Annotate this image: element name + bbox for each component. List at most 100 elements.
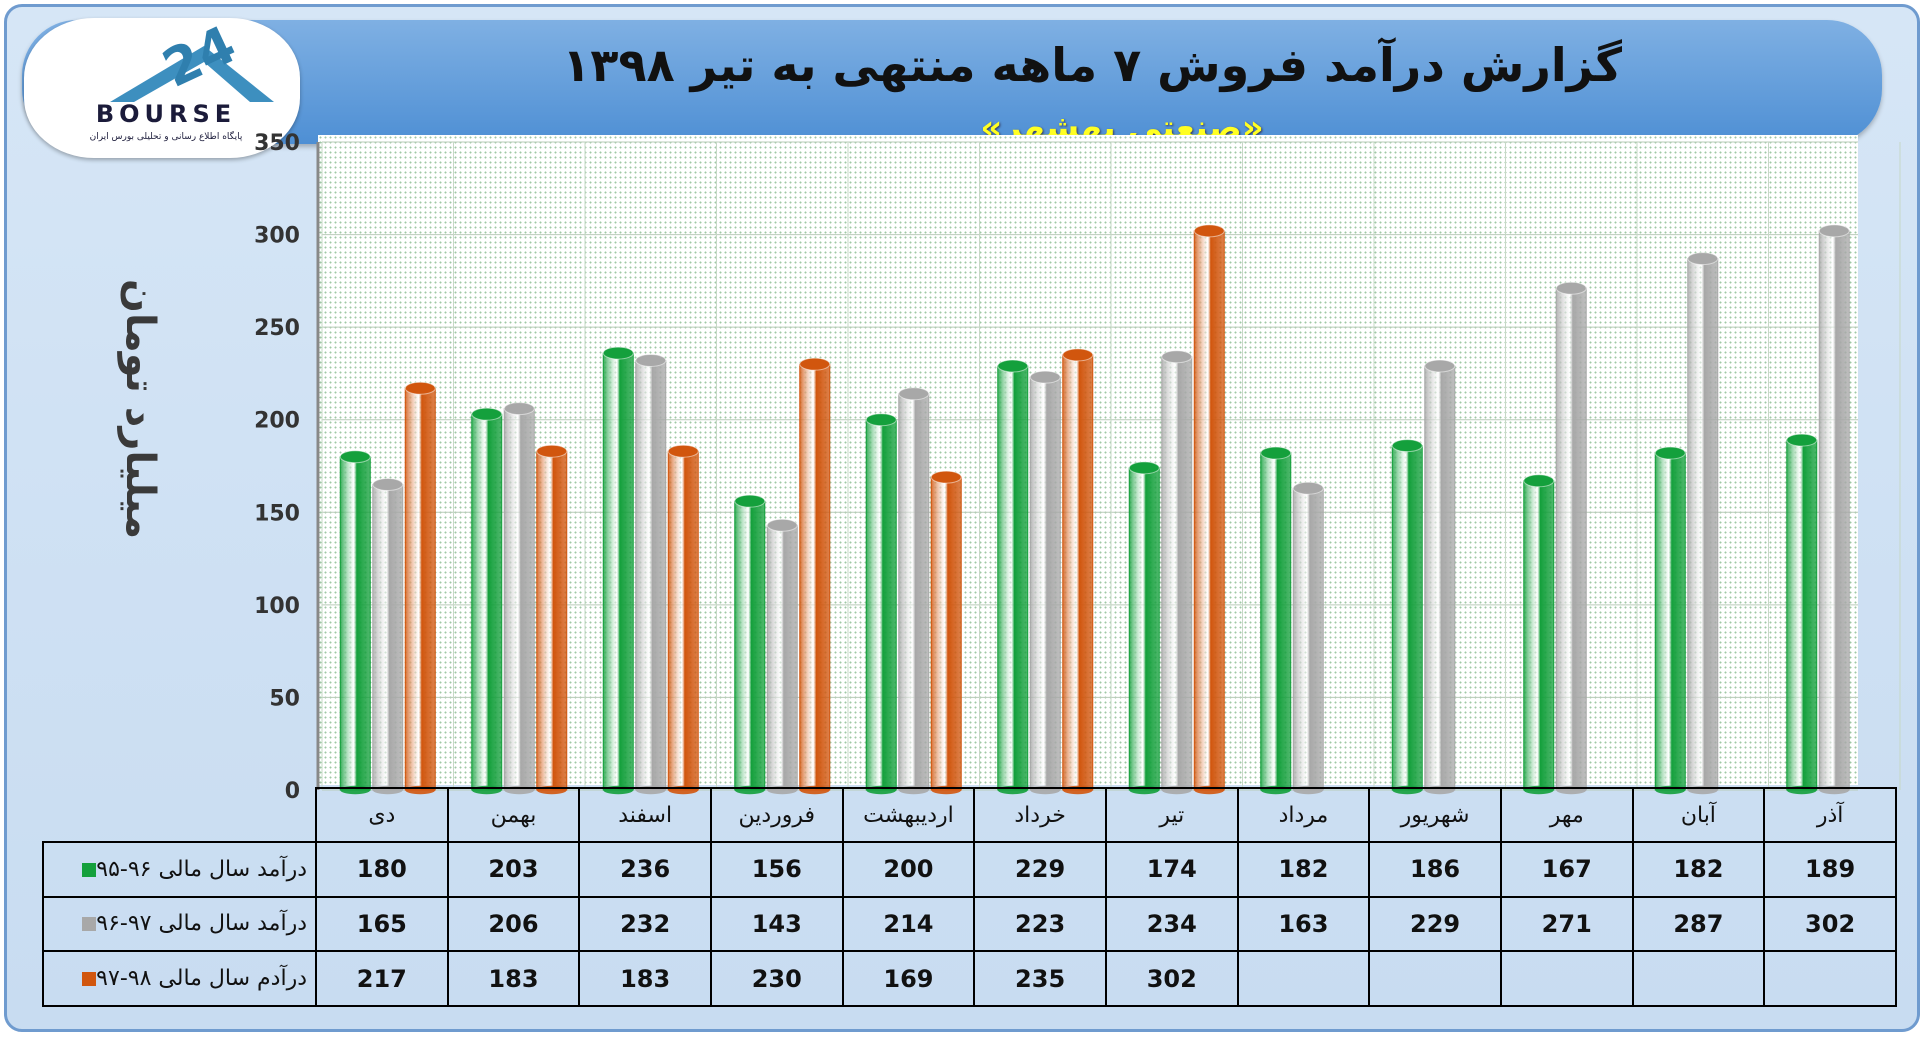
data-label: 186 <box>1368 841 1502 898</box>
data-label: 189 <box>1763 841 1897 898</box>
data-label: 206 <box>446 895 581 953</box>
data-label: 163 <box>1236 895 1371 953</box>
bar <box>667 444 699 795</box>
category-label: آبان <box>1631 787 1766 843</box>
y-tick-label: 150 <box>254 501 300 526</box>
data-label: 180 <box>315 841 449 898</box>
bar <box>1687 252 1719 795</box>
page-title: گزارش درآمد فروش ۷ ماهه منتهی به تیر ۱۳۹… <box>562 38 1622 92</box>
category-label: فروردین <box>709 787 844 843</box>
bar <box>602 346 634 795</box>
bar <box>1062 348 1094 795</box>
data-label <box>1368 950 1502 1007</box>
legend-entry: درآمد سال مالی ۹۶-۹۵ <box>42 841 317 898</box>
y-tick-label: 350 <box>254 131 300 156</box>
data-label: 235 <box>973 950 1107 1007</box>
bar <box>372 478 404 795</box>
category-label: مرداد <box>1236 787 1371 843</box>
bar <box>997 359 1029 795</box>
category-label: خرداد <box>973 787 1107 843</box>
data-label: 229 <box>1368 895 1502 953</box>
data-label: 287 <box>1631 895 1766 953</box>
bar <box>471 407 503 795</box>
category-label: اسفند <box>578 787 712 843</box>
data-label <box>1763 950 1897 1007</box>
data-label <box>1236 950 1371 1007</box>
data-table: دی بهمن اسفند فروردین اردیبهشت خرداد تیر مرداد ش… <box>42 787 1897 1007</box>
category-label: بهمن <box>446 787 581 843</box>
legend-label: درآدم سال مالی ۹۸-۹۷ <box>96 966 307 992</box>
data-label: 302 <box>1104 950 1239 1007</box>
table-row: درآمد سال مالی ۹۷-۹۶ 165 206 232 143 214 223 23… <box>42 895 1897 953</box>
category-label: تیر <box>1104 787 1239 843</box>
data-label: 234 <box>1104 895 1239 953</box>
data-label <box>1631 950 1766 1007</box>
data-label: 271 <box>1499 895 1634 953</box>
legend-label: درآمد سال مالی ۹۷-۹۶ <box>96 911 307 937</box>
legend-entry: درآدم سال مالی ۹۸-۹۷ <box>42 950 317 1007</box>
bar <box>1523 474 1555 795</box>
category-label: آذر <box>1763 787 1897 843</box>
y-tick-label: 200 <box>254 409 300 434</box>
logo-mark-icon: 24 <box>110 18 274 102</box>
table-corner <box>43 788 317 843</box>
bar <box>766 518 798 795</box>
legend-swatch <box>82 972 97 987</box>
logo-text: BOURSE <box>95 100 237 128</box>
category-label: اردیبهشت <box>841 787 976 843</box>
legend-swatch <box>82 862 97 877</box>
data-label: 165 <box>315 895 449 953</box>
bar <box>1786 433 1818 795</box>
bar <box>536 444 568 795</box>
bar <box>1654 446 1686 795</box>
data-label <box>1499 950 1634 1007</box>
table-row: درآدم سال مالی ۹۸-۹۷ 217 183 183 230 169 235 30… <box>42 950 1897 1007</box>
legend-entry: درآمد سال مالی ۹۷-۹۶ <box>42 895 317 953</box>
bar <box>734 494 766 795</box>
bar <box>1128 461 1160 795</box>
bar <box>339 450 371 795</box>
data-label: 236 <box>578 841 712 898</box>
bar <box>1818 224 1850 795</box>
data-label: 183 <box>446 950 581 1007</box>
bar <box>635 353 667 795</box>
bar <box>1292 481 1324 795</box>
data-label: 214 <box>841 895 976 953</box>
data-label: 232 <box>578 895 712 953</box>
data-label: 217 <box>315 950 449 1007</box>
data-label: 156 <box>709 841 844 898</box>
data-label: 203 <box>446 841 581 898</box>
bar <box>930 470 962 795</box>
bar <box>1161 350 1193 795</box>
data-label: 182 <box>1236 841 1371 898</box>
data-label: 223 <box>973 895 1107 953</box>
header-banner: گزارش درآمد فروش ۷ ماهه منتهی به تیر ۱۳۹… <box>22 20 1882 148</box>
category-label: دی <box>315 787 449 843</box>
legend-swatch <box>82 917 97 932</box>
bars <box>339 224 1850 795</box>
data-label: 200 <box>841 841 976 898</box>
data-label: 229 <box>973 841 1107 898</box>
data-label: 143 <box>709 895 844 953</box>
y-tick-label: 50 <box>269 686 300 711</box>
bar <box>503 402 535 795</box>
logo-caption: پایگاه اطلاع رسانی و تحلیلی بورس ایران <box>89 132 243 142</box>
data-label: 174 <box>1104 841 1239 898</box>
data-label: 302 <box>1763 895 1897 953</box>
bar <box>1193 224 1225 795</box>
y-tick-label: 100 <box>254 594 300 619</box>
bar <box>865 413 897 795</box>
data-label: 230 <box>709 950 844 1007</box>
bar <box>1029 370 1061 795</box>
y-tick-label: 250 <box>254 316 300 341</box>
data-label: 183 <box>578 950 712 1007</box>
bar <box>1260 446 1292 795</box>
bourse24-logo: 24 BOURSE پایگاه اطلاع رسانی و تحلیلی بو… <box>24 18 300 158</box>
data-label: 169 <box>841 950 976 1007</box>
table-row: درآمد سال مالی ۹۶-۹۵ 180 203 236 156 200 229 17… <box>42 841 1897 898</box>
bar <box>799 357 831 795</box>
bar <box>1424 359 1456 795</box>
bar <box>1391 439 1423 795</box>
plot-area <box>318 135 1858 785</box>
